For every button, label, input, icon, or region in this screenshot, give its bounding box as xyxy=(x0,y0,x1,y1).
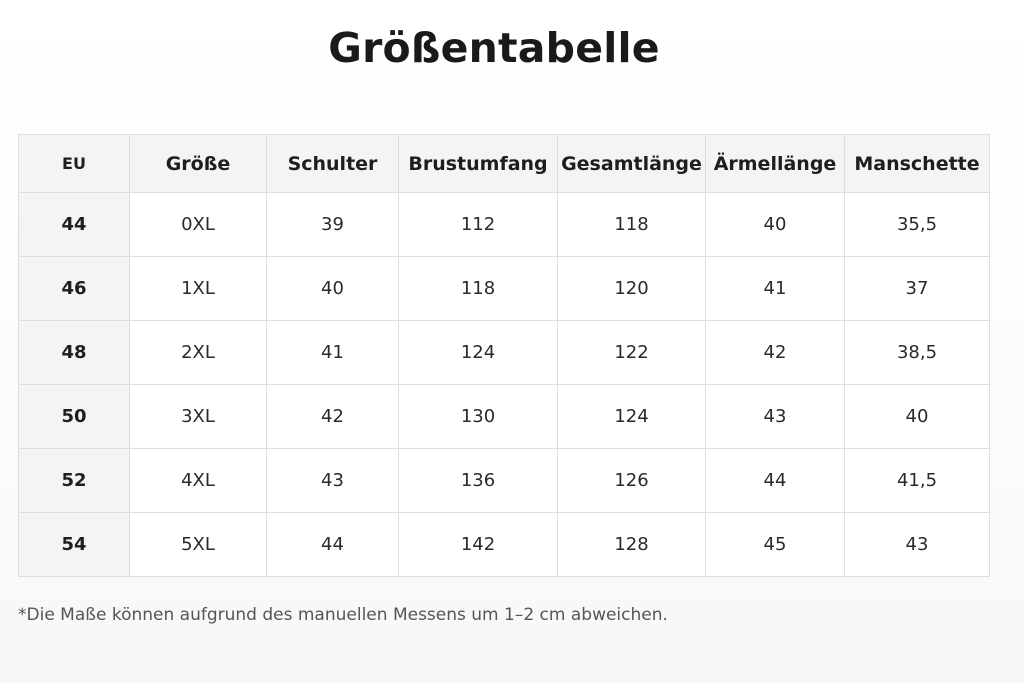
size-table: EU Größe Schulter Brustumfang Gesamtläng… xyxy=(18,134,990,577)
cell-aermellaenge: 41 xyxy=(705,256,845,321)
cell-schulter: 44 xyxy=(266,512,399,577)
cell-manschette: 37 xyxy=(844,256,990,321)
cell-brustumfang: 124 xyxy=(398,320,558,385)
cell-gesamtlaenge: 126 xyxy=(557,448,706,513)
cell-manschette: 43 xyxy=(844,512,990,577)
cell-groesse: 3XL xyxy=(129,384,267,449)
cell-eu: 46 xyxy=(18,256,130,321)
cell-gesamtlaenge: 128 xyxy=(557,512,706,577)
table-row: 46 1XL 40 118 120 41 37 xyxy=(18,256,990,321)
cell-aermellaenge: 40 xyxy=(705,192,845,257)
cell-schulter: 41 xyxy=(266,320,399,385)
cell-manschette: 41,5 xyxy=(844,448,990,513)
column-header-aermellaenge: Ärmellänge xyxy=(705,134,845,193)
table-header-row: EU Größe Schulter Brustumfang Gesamtläng… xyxy=(18,134,990,193)
cell-brustumfang: 118 xyxy=(398,256,558,321)
page-title: Größentabelle xyxy=(328,24,660,72)
cell-manschette: 35,5 xyxy=(844,192,990,257)
cell-brustumfang: 112 xyxy=(398,192,558,257)
column-header-groesse: Größe xyxy=(129,134,267,193)
column-header-gesamtlaenge: Gesamtlänge xyxy=(557,134,706,193)
cell-groesse: 2XL xyxy=(129,320,267,385)
table-row: 44 0XL 39 112 118 40 35,5 xyxy=(18,192,990,257)
cell-brustumfang: 130 xyxy=(398,384,558,449)
cell-schulter: 39 xyxy=(266,192,399,257)
cell-aermellaenge: 44 xyxy=(705,448,845,513)
cell-manschette: 38,5 xyxy=(844,320,990,385)
cell-eu: 44 xyxy=(18,192,130,257)
cell-groesse: 4XL xyxy=(129,448,267,513)
cell-gesamtlaenge: 120 xyxy=(557,256,706,321)
cell-aermellaenge: 45 xyxy=(705,512,845,577)
column-header-brustumfang: Brustumfang xyxy=(398,134,558,193)
table-row: 50 3XL 42 130 124 43 40 xyxy=(18,384,990,449)
column-header-schulter: Schulter xyxy=(266,134,399,193)
cell-brustumfang: 142 xyxy=(398,512,558,577)
cell-eu: 48 xyxy=(18,320,130,385)
cell-gesamtlaenge: 122 xyxy=(557,320,706,385)
cell-groesse: 0XL xyxy=(129,192,267,257)
cell-schulter: 42 xyxy=(266,384,399,449)
measurement-footnote: *Die Maße können aufgrund des manuellen … xyxy=(18,605,668,625)
cell-aermellaenge: 42 xyxy=(705,320,845,385)
table-row: 54 5XL 44 142 128 45 43 xyxy=(18,512,990,577)
cell-brustumfang: 136 xyxy=(398,448,558,513)
cell-groesse: 5XL xyxy=(129,512,267,577)
cell-groesse: 1XL xyxy=(129,256,267,321)
cell-schulter: 43 xyxy=(266,448,399,513)
table-row: 52 4XL 43 136 126 44 41,5 xyxy=(18,448,990,513)
cell-schulter: 40 xyxy=(266,256,399,321)
cell-gesamtlaenge: 124 xyxy=(557,384,706,449)
cell-manschette: 40 xyxy=(844,384,990,449)
cell-aermellaenge: 43 xyxy=(705,384,845,449)
cell-eu: 50 xyxy=(18,384,130,449)
column-header-manschette: Manschette xyxy=(844,134,990,193)
cell-gesamtlaenge: 118 xyxy=(557,192,706,257)
cell-eu: 54 xyxy=(18,512,130,577)
column-header-eu: EU xyxy=(18,134,130,193)
cell-eu: 52 xyxy=(18,448,130,513)
table-row: 48 2XL 41 124 122 42 38,5 xyxy=(18,320,990,385)
